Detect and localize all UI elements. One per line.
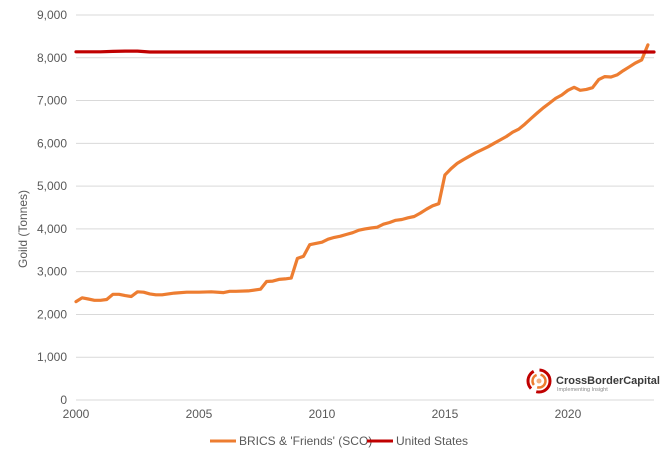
y-tick-label: 5,000 xyxy=(37,179,67,193)
y-tick-label: 3,000 xyxy=(37,265,67,279)
y-tick-label: 0 xyxy=(60,393,67,407)
y-tick-label: 7,000 xyxy=(37,94,67,108)
logo-tagline: Implementing Insight xyxy=(557,387,608,393)
x-axis-ticks: 2000 2005 2010 2015 2020 xyxy=(63,407,582,421)
x-tick-label: 2015 xyxy=(432,407,459,421)
series-line-brics xyxy=(74,43,650,304)
y-tick-label: 1,000 xyxy=(37,350,67,364)
y-tick-label: 8,000 xyxy=(37,51,67,65)
x-tick-label: 2000 xyxy=(63,407,90,421)
y-tick-label: 6,000 xyxy=(37,136,67,150)
logo-name: CrossBorderCapital xyxy=(556,375,660,387)
x-tick-label: 2005 xyxy=(186,407,213,421)
y-tick-label: 4,000 xyxy=(37,222,67,236)
series-lines xyxy=(74,43,656,304)
y-tick-label: 2,000 xyxy=(37,307,67,321)
legend: BRICS & 'Friends' (SCO) United States xyxy=(210,434,468,448)
legend-label-brics: BRICS & 'Friends' (SCO) xyxy=(239,434,372,448)
crossborder-capital-logo: CrossBorderCapital Implementing Insight xyxy=(526,368,660,394)
series-line-united-states xyxy=(74,49,656,54)
x-tick-label: 2010 xyxy=(309,407,336,421)
x-tick-label: 2020 xyxy=(555,407,582,421)
logo-swirl-icon xyxy=(526,368,552,394)
legend-item-united-states: United States xyxy=(367,434,468,448)
y-axis-title: Goild (Tonnes) xyxy=(16,190,30,268)
gridlines xyxy=(76,14,654,358)
legend-item-brics: BRICS & 'Friends' (SCO) xyxy=(210,434,372,448)
y-tick-label: 9,000 xyxy=(37,8,67,22)
y-axis-ticks: 0 1,000 2,000 3,000 4,000 5,000 6,000 7,000 8,00… xyxy=(37,8,67,407)
legend-label-united-states: United States xyxy=(396,434,468,448)
